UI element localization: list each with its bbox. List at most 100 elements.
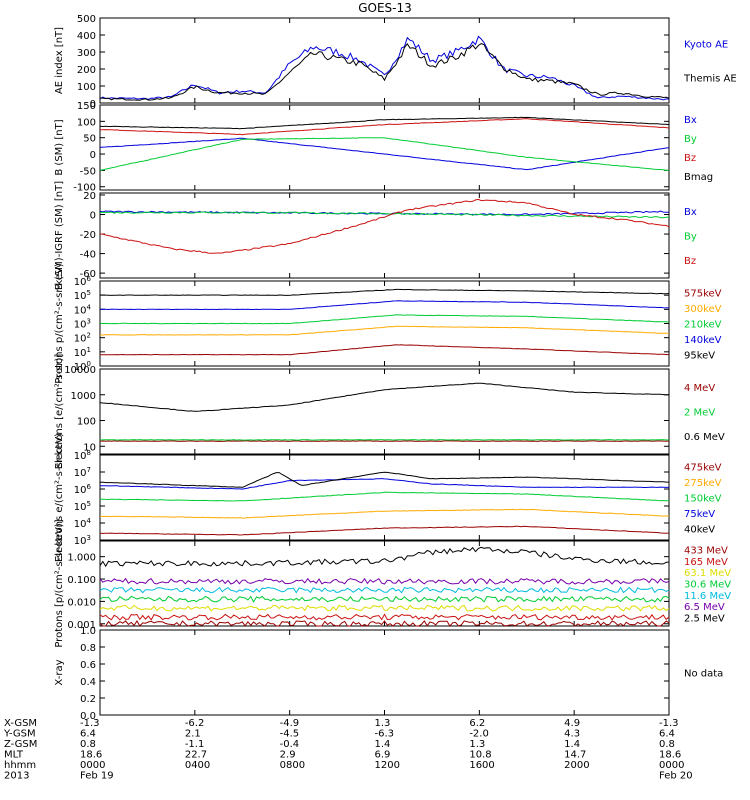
y-tick-label: 200: [77, 65, 96, 76]
y-tick-label: 1.0: [80, 626, 96, 637]
footer-value: 18.6: [80, 750, 102, 761]
series-line: [99, 300, 670, 311]
legend-label: 63.1 MeV: [684, 568, 731, 579]
series-line: [100, 288, 670, 296]
series-line: [100, 508, 670, 519]
footer-value: -4.9: [280, 718, 300, 729]
footer-value: 0000: [659, 760, 684, 771]
y-tick-exponent: 1: [87, 346, 91, 354]
y-tick-exponent: 8: [87, 449, 91, 457]
y-tick-label: 105: [74, 500, 91, 513]
series-line: [99, 382, 670, 412]
footer-value: -6.3: [375, 729, 395, 740]
y-axis-label: B (SM)-IGRF (SM) [nT]: [54, 181, 65, 290]
footer-value: 2.9: [280, 750, 296, 761]
legend-label: Bx: [684, 207, 697, 218]
legend-label: 95keV: [684, 350, 715, 361]
legend-label: 2 MeV: [684, 408, 715, 419]
footer-value: 14.7: [564, 750, 586, 761]
y-tick-exponent: 7: [87, 466, 91, 474]
series-line: [99, 137, 670, 171]
y-tick-label: 10000: [64, 365, 96, 376]
footer-row-label: X-GSM: [4, 718, 37, 729]
y-axis-label: X-ray: [54, 659, 65, 685]
legend-label: 2.5 MeV: [684, 614, 725, 625]
footer-value: 0.8: [80, 739, 96, 750]
y-tick-exponent: 0: [87, 360, 91, 368]
y-tick-label: 0.8: [80, 643, 96, 654]
series-line: [99, 211, 670, 219]
legend-label: 475keV: [684, 463, 722, 474]
legend-label: Bz: [684, 256, 696, 267]
series-line: [99, 118, 670, 136]
footer-value: 1.4: [375, 739, 391, 750]
y-axis-label: B (SM) [nT]: [54, 119, 65, 175]
legend-label: 300keV: [684, 304, 722, 315]
series-line: [100, 439, 670, 441]
legend-label: Themis AE: [683, 74, 737, 85]
panel-frame: [99, 104, 670, 191]
footer-value: 2000: [564, 760, 589, 771]
y-tick-label: 1000: [71, 391, 96, 402]
series-line: [99, 586, 670, 594]
y-tick-label: -50: [80, 166, 96, 177]
legend-label: 6.5 MeV: [684, 602, 725, 613]
footer-row-label: hhmm: [4, 760, 36, 771]
y-tick-label: -60: [80, 269, 96, 280]
footer-value: 1.3: [375, 718, 391, 729]
panel-frame: [99, 454, 670, 541]
y-tick-label: 500: [77, 14, 96, 25]
y-tick-exponent: 4: [87, 303, 92, 311]
footer-value: 4.3: [564, 729, 580, 740]
footer-row-label: Y-GSM: [3, 729, 36, 740]
y-tick-label: -100: [73, 183, 96, 194]
legend-label: 0.6 MeV: [684, 432, 725, 443]
panel-frame: [99, 192, 670, 279]
legend-label: 30.6 MeV: [684, 580, 731, 591]
legend-label: By: [684, 134, 697, 145]
y-axis-label: Electrons [e/(cm²-s-sr)]: [54, 354, 65, 470]
footer-value: -2.0: [469, 729, 489, 740]
y-tick-label: 103: [74, 534, 91, 547]
panel-frame: [99, 629, 670, 716]
footer-value: 1.4: [564, 739, 580, 750]
y-tick-label: 106: [74, 483, 92, 496]
legend-label: 140keV: [684, 335, 722, 346]
legend-label: 150keV: [684, 494, 722, 505]
footer-value: Feb 19: [80, 771, 114, 782]
y-tick-label: 101: [74, 346, 91, 359]
footer-value: 0.8: [659, 739, 675, 750]
y-tick-label: 10: [83, 442, 96, 453]
legend-label: No data: [684, 669, 723, 680]
legend-label: 11.6 MeV: [684, 591, 731, 602]
y-tick-exponent: 6: [87, 483, 92, 491]
footer-value: 6.4: [80, 729, 96, 740]
footer-row-label: 2013: [4, 771, 29, 782]
y-tick-label: 0: [90, 210, 96, 221]
y-tick-label: 0.4: [80, 677, 96, 688]
y-tick-label: 100: [77, 417, 96, 428]
y-tick-exponent: 3: [87, 534, 91, 542]
footer-value: 22.7: [185, 750, 207, 761]
legend-label: Bz: [684, 153, 696, 164]
footer-value: 2.1: [185, 729, 201, 740]
footer-value: 6.2: [469, 718, 485, 729]
y-tick-label: 0.001: [67, 620, 96, 631]
footer-value: -0.4: [280, 739, 300, 750]
legend-label: 275keV: [684, 478, 722, 489]
y-tick-label: 102: [74, 332, 91, 345]
y-axis-label: Protons p/(cm²-s-sr-keV): [54, 263, 65, 384]
footer-value: -1.3: [80, 718, 100, 729]
panel-6: Electrons e/(cm²-s-sr-keV) 10310410510610…: [54, 433, 722, 562]
y-axis-label: AE index [nT]: [54, 27, 65, 94]
footer-value: 0400: [185, 760, 210, 771]
legend-label: 4 MeV: [684, 383, 715, 394]
y-tick-label: 0.6: [80, 660, 96, 671]
footer-value: 0000: [80, 760, 105, 771]
panel-2: B (SM) [nT] -100 -50 0 50 100 150 Bx By Bz Bmag: [54, 101, 713, 194]
series-line: [99, 613, 670, 621]
y-tick-label: 107: [74, 466, 91, 479]
series-line: [99, 116, 670, 130]
series-line: [99, 525, 670, 536]
